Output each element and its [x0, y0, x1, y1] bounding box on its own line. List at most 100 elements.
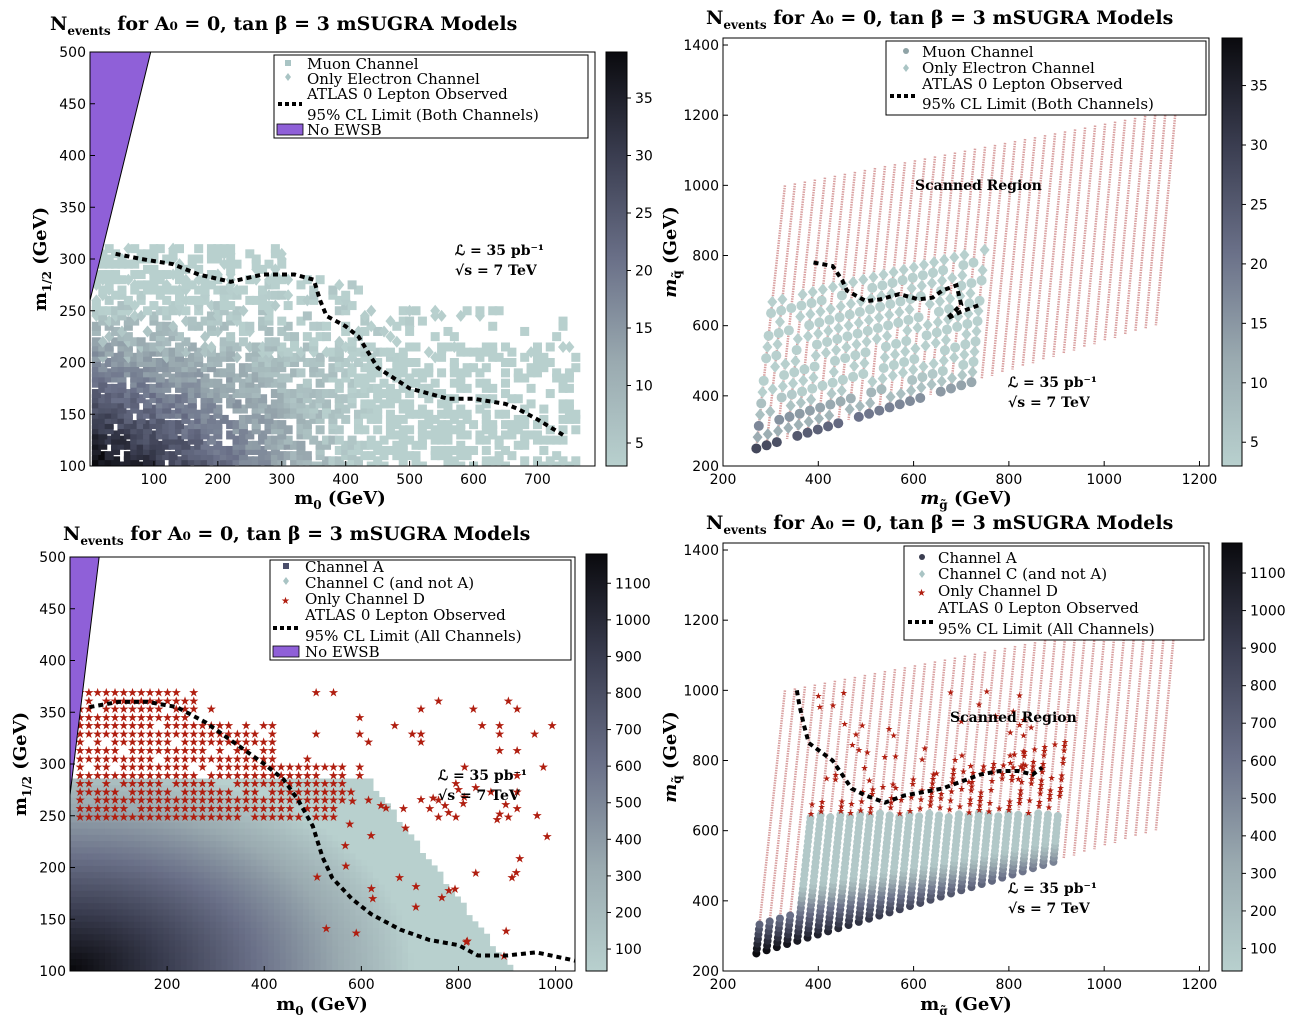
heatmap-cell — [483, 964, 491, 971]
heatmap-cell — [181, 414, 191, 424]
heatmap-cell — [93, 859, 100, 866]
heatmap-cell — [128, 902, 135, 910]
heatmap-cell — [238, 337, 248, 347]
heatmap-cell — [227, 784, 234, 792]
channel-d-star: ★ — [153, 760, 164, 774]
heatmap-cell — [308, 828, 316, 835]
heatmap-cell — [349, 853, 357, 860]
heatmap-cell — [238, 828, 246, 835]
heatmap-cell — [192, 896, 199, 904]
heatmap-cell — [219, 456, 229, 466]
heatmap-cell — [320, 853, 327, 860]
heatmap-cell — [384, 853, 391, 860]
electron-point — [918, 258, 929, 271]
heatmap-cell — [296, 445, 306, 455]
heatmap-cell — [136, 451, 146, 461]
heatmap-cell — [198, 853, 205, 860]
electron-point — [813, 412, 824, 425]
heatmap-cell — [215, 958, 222, 966]
heatmap-cell — [258, 301, 268, 311]
heatmap-cell — [378, 921, 386, 929]
heatmap-cell — [221, 958, 228, 966]
heatmap-cell — [91, 321, 101, 331]
heatmap-cell — [238, 435, 248, 445]
heatmap-cell — [366, 451, 376, 461]
electron-point — [795, 396, 806, 409]
heatmap-cell — [520, 373, 530, 383]
heatmap-cell — [219, 368, 229, 378]
heatmap-cell — [334, 409, 344, 419]
heatmap-cell — [315, 451, 325, 461]
channel-d-star: ★ — [110, 735, 121, 749]
heatmap-cell — [419, 921, 426, 929]
heatmap-cell — [134, 846, 141, 854]
heatmap-cell — [209, 846, 217, 854]
heatmap-cell — [297, 784, 304, 792]
heatmap-cell — [244, 828, 252, 835]
heatmap-cell — [116, 890, 123, 897]
heatmap-cell — [338, 853, 345, 860]
heatmap-cell — [232, 399, 242, 409]
channel-d-star: ★ — [118, 768, 129, 782]
heatmap-cell — [291, 877, 298, 885]
heatmap-cell — [163, 877, 170, 885]
channel-d-star: ★ — [118, 727, 129, 741]
channel-d-star: ★ — [180, 793, 191, 807]
muon-point — [960, 339, 971, 350]
channel-d-star: ★ — [232, 793, 243, 807]
heatmap-cell — [81, 778, 88, 786]
heatmap-cell — [238, 884, 246, 891]
heatmap-cell — [532, 456, 542, 466]
heatmap-cell — [244, 846, 252, 854]
scan-line — [919, 154, 947, 399]
heatmap-cell — [303, 896, 310, 904]
heatmap-cell — [226, 368, 236, 378]
channel-d-star: ★ — [180, 702, 191, 716]
channel-d-star: ★ — [267, 735, 278, 749]
heatmap-cell — [157, 877, 164, 885]
channel-d-star: ★ — [276, 793, 287, 807]
channel-d-star: ★ — [887, 799, 895, 809]
heatmap-cell — [338, 933, 345, 941]
channel-d-star: ★ — [284, 760, 295, 774]
heatmap-cell — [149, 383, 159, 393]
heatmap-cell — [139, 828, 147, 835]
heatmap-cell — [163, 809, 170, 817]
heatmap-cell — [244, 821, 252, 829]
heatmap-cell — [424, 394, 434, 404]
heatmap-cell — [475, 352, 485, 362]
heatmap-cell — [238, 939, 246, 947]
heatmap-cell — [268, 896, 275, 904]
heatmap-cell — [169, 915, 176, 922]
heatmap-cell — [251, 445, 261, 455]
muon-point — [945, 383, 956, 394]
heatmap-cell — [481, 435, 491, 445]
channel-d-star: ★ — [907, 794, 915, 804]
heatmap-cell — [117, 301, 127, 311]
heatmap-cell — [454, 952, 461, 960]
heatmap-cell — [332, 915, 339, 922]
heatmap-cell — [384, 803, 391, 811]
heatmap-cell — [413, 939, 421, 947]
heatmap-cell — [326, 908, 333, 916]
muon-point — [958, 260, 969, 271]
heatmap-cell — [481, 347, 491, 357]
heatmap-cell — [398, 352, 408, 362]
muon-point — [766, 308, 777, 319]
heatmap-cell — [315, 275, 325, 285]
heatmap-cell — [285, 815, 292, 823]
heatmap-cell — [219, 389, 229, 399]
heatmap-cell — [174, 952, 182, 960]
heatmap-cell — [143, 456, 153, 466]
heatmap-cell — [155, 383, 165, 393]
heatmap-cell — [437, 435, 447, 445]
heatmap-cell — [396, 834, 403, 842]
heatmap-cell — [341, 368, 351, 378]
heatmap-cell — [309, 389, 319, 399]
heatmap-cell — [155, 363, 165, 373]
heatmap-cell — [315, 358, 325, 367]
heatmap-cell — [360, 409, 370, 419]
heatmap-cell — [238, 326, 248, 336]
muon-point — [794, 408, 805, 419]
heatmap-cell — [413, 859, 421, 866]
